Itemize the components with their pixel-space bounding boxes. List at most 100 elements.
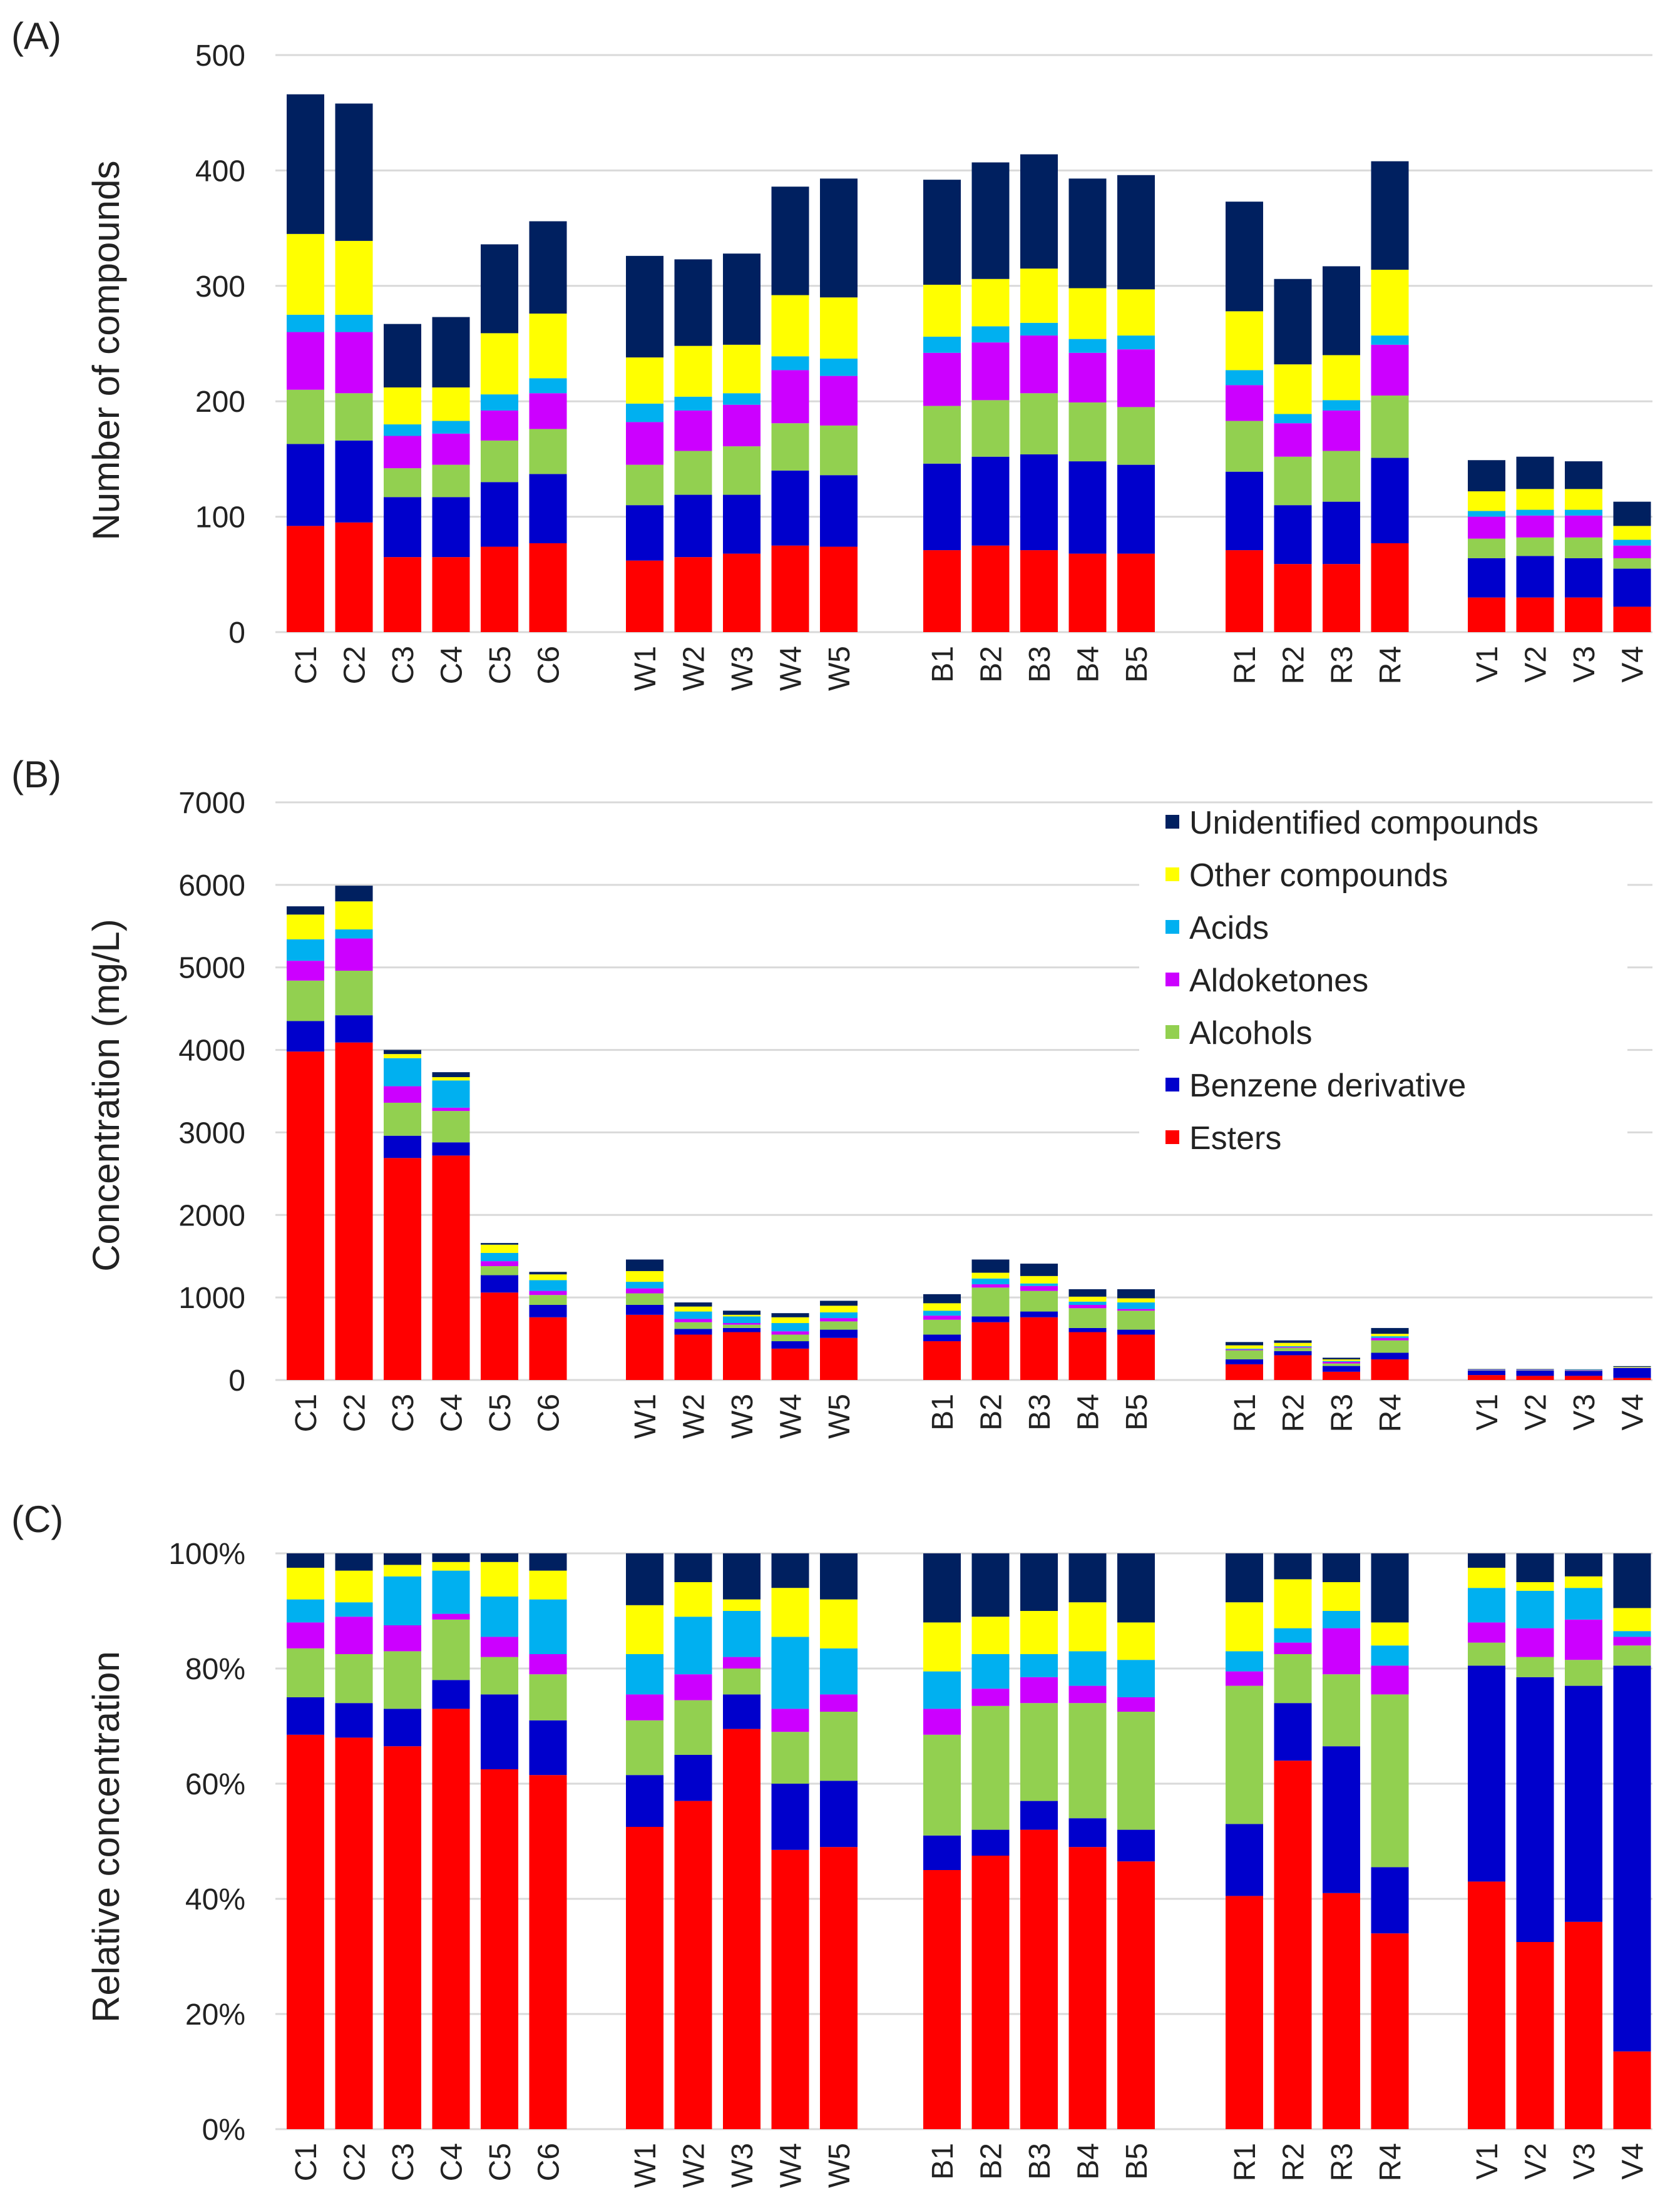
bar-segment-r1-alcohols	[1226, 1685, 1263, 1824]
bar-segment-w1-acids	[626, 1654, 663, 1695]
bar-segment-v1-aldoketones	[1468, 1369, 1505, 1371]
y-tick-label: 7000	[178, 787, 245, 820]
bar-segment-v4-esters	[1613, 2051, 1651, 2129]
bar-segment-c3-esters	[384, 1158, 421, 1380]
bar-segment-v1-other-compounds	[1468, 1568, 1505, 1588]
bar-segment-c2-esters	[335, 1042, 373, 1380]
bar-segment-v1-acids	[1468, 511, 1505, 517]
bar-segment-b2-alcohols	[971, 1705, 1010, 1830]
bar-segment-v3-benzene-derivative	[1565, 1371, 1602, 1376]
bar-segment-b5-aldoketones	[1117, 1309, 1155, 1311]
bar-segment-w1-benzene-derivative	[626, 505, 663, 561]
bar-segment-w5-benzene-derivative	[820, 1781, 858, 1848]
bar-segment-c1-aldoketones	[287, 332, 324, 390]
panel-c-label: (C)	[11, 1498, 63, 1540]
bar-segment-w2-esters	[674, 1334, 712, 1380]
legend-item-other: Other compounds	[1165, 857, 1448, 894]
bar-segment-v2-benzene-derivative	[1516, 556, 1554, 598]
legend-label-other: Other compounds	[1189, 857, 1448, 894]
x-tick-label-w4: W4	[775, 1394, 808, 1439]
bar-segment-c5-benzene-derivative	[481, 1275, 518, 1293]
bar-segment-w2-alcohols	[674, 1322, 712, 1329]
bar-segment-r4-other-compounds	[1371, 1334, 1409, 1337]
bar-segment-r4-unidentified-compounds	[1371, 1327, 1409, 1334]
bar-segment-c5-alcohols	[481, 1266, 518, 1275]
panel-c-y-axis-title: Relative concentration	[85, 1651, 127, 2023]
x-tick-label-c5: C5	[484, 1394, 517, 1432]
bar-segment-c3-acids	[384, 424, 421, 436]
bar-segment-w2-aldoketones	[674, 1674, 712, 1700]
bar-segment-v4-alcohols	[1613, 1645, 1651, 1666]
bar-segment-r1-other-compounds	[1226, 1602, 1263, 1652]
bar-segment-w5-acids	[820, 358, 858, 376]
bar-segment-w4-aldoketones	[771, 1709, 809, 1732]
bar-segment-b3-acids	[1020, 1654, 1058, 1677]
bar-segment-c1-benzene-derivative	[287, 444, 324, 526]
bar-segment-r4-other-compounds	[1371, 269, 1409, 336]
x-tick-label-b3: B3	[1023, 646, 1057, 683]
bar-segment-c4-benzene-derivative	[432, 1680, 470, 1709]
bar-segment-w2-acids	[674, 1311, 712, 1319]
bar-segment-b5-benzene-derivative	[1117, 464, 1155, 554]
bar-segment-c2-acids	[335, 1602, 373, 1617]
bar-segment-r1-alcohols	[1226, 1350, 1263, 1360]
bar-segment-w3-alcohols	[723, 1324, 761, 1328]
panel-c-x-ticks: C1 C2 C3 C4 C5 C6 W1 W2 W3 W4 W5 B1 B2 B3 B4 B5 R1 R2 R3 R4…	[290, 2143, 1650, 2188]
x-tick-label-w5: W5	[823, 646, 856, 691]
x-tick-label-v4: V4	[1617, 1394, 1650, 1431]
x-tick-label-r3: R3	[1326, 2143, 1359, 2181]
bar-segment-c2-unidentified-compounds	[335, 1553, 373, 1571]
bar-segment-w5-other-compounds	[820, 297, 858, 359]
bar-segment-b4-unidentified-compounds	[1068, 1289, 1107, 1297]
bar-segment-w2-other-compounds	[674, 1582, 712, 1617]
bar-segment-w3-other-compounds	[723, 1599, 761, 1611]
bar-segment-v3-benzene-derivative	[1565, 1685, 1602, 1922]
bar-segment-r4-aldoketones	[1371, 344, 1409, 396]
bar-segment-c4-esters	[432, 1709, 470, 2129]
bar-segment-c6-unidentified-compounds	[529, 1553, 567, 1571]
bar-segment-w2-aldoketones	[674, 410, 712, 451]
bar-segment-c3-unidentified-compounds	[384, 324, 421, 388]
bar-segment-c6-other-compounds	[529, 1274, 567, 1280]
bar-segment-r2-benzene-derivative	[1274, 505, 1312, 565]
bar-segment-w4-alcohols	[771, 1334, 809, 1342]
panel-b-bars	[287, 886, 1651, 1380]
bar-segment-c3-other-compounds	[384, 1054, 421, 1058]
bar-segment-c2-benzene-derivative	[335, 1703, 373, 1738]
bar-segment-w5-aldoketones	[820, 1694, 858, 1712]
bar-segment-b1-esters	[923, 550, 961, 632]
bar-segment-c5-unidentified-compounds	[481, 1553, 518, 1562]
bar-segment-c4-benzene-derivative	[432, 1142, 470, 1156]
bar-segment-v2-acids	[1516, 509, 1554, 516]
bar-segment-b4-alcohols	[1068, 402, 1107, 462]
bar-segment-r1-aldoketones	[1226, 385, 1263, 421]
legend-swatch-acids	[1165, 920, 1179, 934]
bar-segment-w4-acids	[771, 1637, 809, 1709]
bar-segment-v2-alcohols	[1516, 1370, 1554, 1371]
bar-segment-r3-alcohols	[1323, 451, 1360, 502]
bar-segment-b1-unidentified-compounds	[923, 1294, 961, 1304]
bar-segment-b4-aldoketones	[1068, 1685, 1107, 1704]
y-tick-label: 20%	[185, 1998, 245, 2032]
bar-segment-w3-alcohols	[723, 446, 761, 495]
x-tick-label-w4: W4	[775, 2143, 808, 2188]
bar-segment-b5-aldoketones	[1117, 1697, 1155, 1712]
bar-segment-b3-other-compounds	[1020, 1275, 1058, 1284]
y-tick-label: 0	[228, 1364, 245, 1398]
x-tick-label-w2: W2	[678, 1394, 711, 1439]
legend: Unidentified compounds Other compounds A…	[1139, 805, 1627, 1167]
bar-segment-c6-benzene-derivative	[529, 1720, 567, 1776]
bar-segment-w5-benzene-derivative	[820, 475, 858, 547]
bar-segment-c2-other-compounds	[335, 240, 373, 315]
bar-segment-v2-acids	[1516, 1369, 1554, 1370]
x-tick-label-v3: V3	[1568, 1394, 1601, 1431]
bar-segment-r4-benzene-derivative	[1371, 1867, 1409, 1934]
bar-segment-v3-other-compounds	[1565, 489, 1602, 510]
bar-segment-b3-acids	[1020, 1283, 1058, 1286]
x-tick-label-v2: V2	[1520, 2143, 1553, 2180]
bar-segment-c5-unidentified-compounds	[481, 244, 518, 334]
bar-segment-v1-benzene-derivative	[1468, 1665, 1505, 1882]
bar-segment-v3-aldoketones	[1565, 515, 1602, 538]
bar-segment-c2-esters	[335, 1737, 373, 2129]
bar-segment-r2-acids	[1274, 1346, 1312, 1347]
